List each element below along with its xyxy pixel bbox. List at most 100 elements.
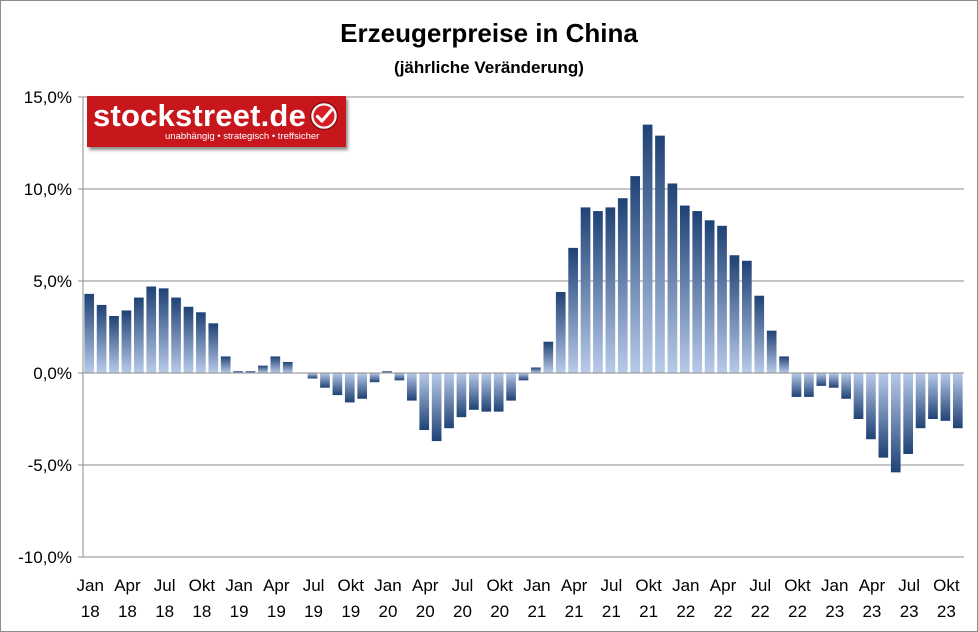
x-tick-month-label: Okt (784, 576, 811, 595)
bar (258, 365, 268, 373)
bar (853, 373, 864, 419)
x-tick-year-label: 18 (118, 602, 137, 621)
bar (233, 371, 243, 373)
bar (804, 373, 814, 397)
x-tick-year-label: 20 (379, 602, 398, 621)
x-tick-month-label: Apr (859, 576, 886, 595)
bar (531, 367, 541, 373)
bar (630, 176, 641, 373)
bar (320, 373, 330, 388)
bar (667, 183, 678, 373)
y-tick-label: 5,0% (33, 272, 72, 291)
x-tick-month-label: Okt (933, 576, 960, 595)
x-tick-month-label: Apr (561, 576, 588, 595)
bar (928, 373, 938, 419)
bar (679, 205, 690, 373)
x-tick-year-label: 20 (416, 602, 435, 621)
bar (196, 312, 206, 373)
bar (655, 135, 665, 373)
bars (84, 124, 963, 473)
logo-tagline: unabhängig • strategisch • treffsicher (165, 131, 320, 142)
x-tick-year-label: 18 (81, 602, 100, 621)
x-tick-month-label: Apr (263, 576, 290, 595)
bar (344, 373, 355, 403)
x-tick-month-label: Jan (76, 576, 103, 595)
chart-title: Erzeugerpreise in China (340, 18, 638, 48)
bar (742, 260, 752, 373)
logo-text: stockstreet.de (93, 98, 307, 133)
bar (183, 306, 194, 373)
bar (208, 323, 219, 373)
bar (878, 373, 889, 458)
x-tick-year-label: 19 (341, 602, 360, 621)
x-tick-year-label: 19 (304, 602, 323, 621)
x-tick-year-label: 21 (527, 602, 546, 621)
bar (84, 293, 95, 373)
bar (146, 286, 157, 373)
bar (903, 373, 913, 454)
x-tick-month-label: Okt (486, 576, 513, 595)
bar (518, 373, 529, 381)
bar (580, 207, 591, 373)
bar (791, 373, 802, 397)
bar (729, 255, 740, 373)
bar (940, 373, 951, 421)
bar (456, 373, 467, 418)
x-tick-month-label: Jan (821, 576, 848, 595)
x-tick-year-label: 22 (676, 602, 695, 621)
x-tick-year-label: 18 (155, 602, 174, 621)
bar (642, 124, 653, 373)
x-tick-year-label: 21 (565, 602, 584, 621)
x-tick-year-label: 23 (862, 602, 881, 621)
bar (754, 295, 765, 373)
checkmark-icon (309, 101, 339, 131)
x-tick-year-label: 19 (267, 602, 286, 621)
x-axis-labels: Jan 18 Apr 18 Jul 18 Okt 18 Jan 19 Apr 19 Jul 19 Okt 19… (76, 576, 959, 621)
bar (282, 361, 293, 373)
x-tick-year-label: 20 (490, 602, 509, 621)
bar (406, 373, 417, 401)
bar (394, 373, 405, 381)
y-tick-label: -10,0% (18, 548, 72, 567)
bar (158, 288, 169, 373)
bar (493, 373, 504, 412)
x-tick-month-label: Jan (225, 576, 252, 595)
bar (332, 373, 343, 396)
bar (431, 373, 442, 442)
x-tick-year-label: 21 (602, 602, 621, 621)
bar (96, 304, 107, 373)
bar (828, 373, 839, 388)
bar (593, 211, 603, 373)
bar (469, 373, 479, 410)
bar (134, 297, 144, 373)
x-tick-month-label: Okt (635, 576, 662, 595)
bar (506, 373, 516, 401)
x-tick-month-label: Jul (452, 576, 474, 595)
bar (890, 373, 901, 473)
x-tick-month-label: Jan (374, 576, 401, 595)
x-tick-year-label: 23 (825, 602, 844, 621)
x-tick-year-label: 21 (639, 602, 658, 621)
x-tick-month-label: Jan (672, 576, 699, 595)
bar (841, 373, 851, 399)
bar (357, 373, 368, 399)
bar (915, 373, 926, 429)
bar (307, 373, 318, 379)
y-axis-labels: 15,0% 10,0% 5,0% 0,0% -5,0% -10,0% (18, 88, 72, 567)
y-tick-label: -5,0% (28, 456, 72, 475)
bar (543, 341, 554, 373)
x-tick-year-label: 20 (453, 602, 472, 621)
y-tick-label: 15,0% (24, 88, 72, 107)
x-tick-month-label: Jul (154, 576, 176, 595)
x-tick-month-label: Jan (523, 576, 550, 595)
x-tick-month-label: Apr (114, 576, 141, 595)
x-tick-year-label: 18 (192, 602, 211, 621)
x-tick-month-label: Jul (898, 576, 920, 595)
x-tick-month-label: Apr (710, 576, 737, 595)
y-tick-label: 0,0% (33, 364, 72, 383)
bar (952, 373, 963, 429)
x-tick-year-label: 23 (937, 602, 956, 621)
chart-subtitle: (jährliche Veränderung) (394, 58, 584, 77)
x-tick-year-label: 22 (714, 602, 733, 621)
bar (245, 371, 256, 373)
